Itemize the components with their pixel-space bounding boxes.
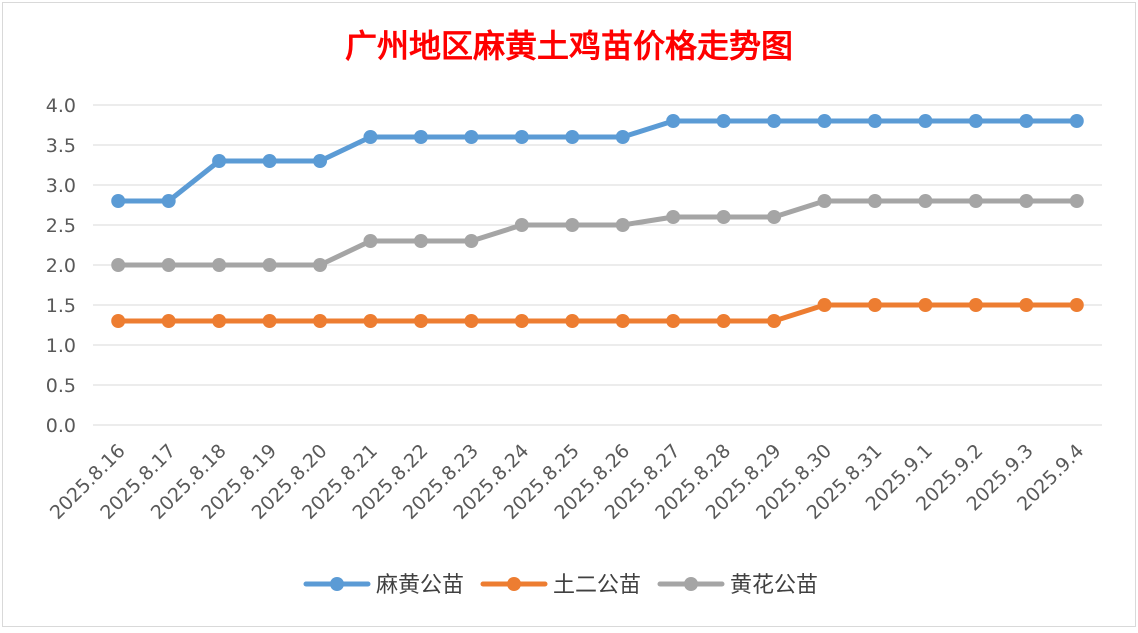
y-tick-label: 0.0: [46, 415, 76, 437]
data-point: [767, 314, 782, 328]
series-lines: [111, 114, 1084, 328]
data-point: [313, 154, 328, 168]
data-point: [918, 298, 933, 312]
data-point: [111, 194, 126, 208]
series-1: [111, 298, 1084, 328]
y-tick-label: 1.5: [46, 295, 76, 317]
data-point: [867, 194, 882, 208]
series-0: [111, 114, 1084, 208]
legend-item: 黄花公苗: [657, 573, 818, 598]
data-point: [1069, 114, 1084, 128]
data-point: [968, 114, 983, 128]
data-point: [464, 234, 479, 248]
legend-marker: [330, 577, 344, 591]
series-line: [115, 198, 1080, 268]
data-point: [313, 314, 328, 328]
data-point: [413, 314, 428, 328]
data-point: [615, 314, 630, 328]
data-point: [514, 218, 529, 232]
data-point: [565, 218, 580, 232]
data-point: [867, 298, 882, 312]
data-point: [767, 210, 782, 224]
data-point: [1069, 298, 1084, 312]
y-tick-label: 2.5: [46, 215, 76, 237]
data-point: [514, 314, 529, 328]
data-point: [161, 258, 176, 272]
data-point: [1019, 194, 1034, 208]
legend-marker: [507, 577, 521, 591]
legend-label: 土二公苗: [553, 573, 641, 598]
data-point: [817, 194, 832, 208]
data-point: [363, 314, 378, 328]
series-2: [111, 194, 1084, 272]
data-point: [514, 130, 529, 144]
data-point: [918, 114, 933, 128]
series-line: [115, 118, 1080, 204]
data-point: [161, 194, 176, 208]
y-tick-label: 3.5: [46, 135, 76, 157]
data-point: [212, 314, 227, 328]
data-point: [666, 210, 681, 224]
data-point: [1019, 114, 1034, 128]
data-point: [817, 298, 832, 312]
legend-item: 土二公苗: [480, 573, 641, 598]
data-point: [666, 114, 681, 128]
data-point: [413, 130, 428, 144]
data-point: [918, 194, 933, 208]
legend-marker: [684, 577, 698, 591]
data-point: [262, 258, 277, 272]
data-point: [867, 114, 882, 128]
data-point: [413, 234, 428, 248]
chart-title: 广州地区麻黄土鸡苗价格走势图: [345, 27, 793, 65]
data-point: [1019, 298, 1034, 312]
data-point: [212, 154, 227, 168]
data-point: [767, 114, 782, 128]
data-point: [565, 314, 580, 328]
data-point: [464, 130, 479, 144]
data-point: [262, 314, 277, 328]
data-point: [464, 314, 479, 328]
data-point: [716, 210, 731, 224]
data-point: [363, 130, 378, 144]
data-point: [615, 130, 630, 144]
data-point: [716, 314, 731, 328]
data-point: [615, 218, 630, 232]
y-axis-ticks: 0.0 0.5 1.0 1.5 2.0 2.5 3.0 3.5 4.0: [46, 95, 76, 437]
y-tick-label: 0.5: [46, 375, 76, 397]
data-point: [968, 194, 983, 208]
data-point: [111, 258, 126, 272]
data-point: [161, 314, 176, 328]
data-point: [363, 234, 378, 248]
data-point: [111, 314, 126, 328]
y-tick-label: 1.0: [46, 335, 76, 357]
data-point: [1069, 194, 1084, 208]
data-point: [968, 298, 983, 312]
legend-label: 麻黄公苗: [376, 573, 464, 598]
data-point: [262, 154, 277, 168]
data-point: [716, 114, 731, 128]
y-tick-label: 3.0: [46, 175, 76, 197]
data-point: [817, 114, 832, 128]
legend: 麻黄公苗 土二公苗 黄花公苗: [303, 573, 818, 598]
data-point: [565, 130, 580, 144]
legend-item: 麻黄公苗: [303, 573, 464, 598]
series-line: [115, 302, 1080, 324]
data-point: [313, 258, 328, 272]
data-point: [666, 314, 681, 328]
legend-label: 黄花公苗: [730, 573, 818, 598]
data-point: [212, 258, 227, 272]
y-tick-label: 2.0: [46, 255, 76, 277]
y-tick-label: 4.0: [46, 95, 76, 117]
